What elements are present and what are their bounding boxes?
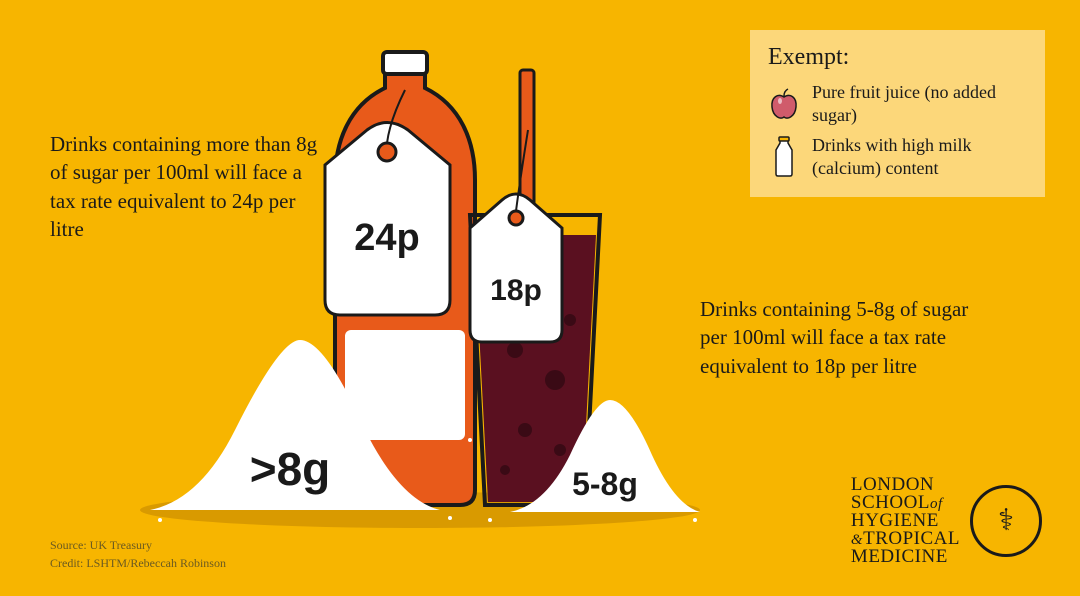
- exempt-label-milk: Drinks with high milk (calcium) content: [812, 134, 1027, 179]
- logo-seal-icon: ⚕: [970, 485, 1042, 557]
- exempt-panel: Exempt: Pure fruit juice (no added sugar…: [750, 30, 1045, 197]
- center-illustration: 24p 18p >8g 5-8g: [140, 30, 700, 540]
- pile-small-label: 5-8g: [572, 466, 638, 502]
- lshtm-logo: LONDON SCHOOLof HYGIENE &TROPICAL MEDICI…: [851, 476, 1042, 566]
- apple-icon: [768, 83, 800, 125]
- tag-24p-label: 24p: [354, 217, 419, 259]
- exempt-title: Exempt:: [768, 44, 1027, 71]
- right-caption: Drinks containing 5-8g of sugar per 100m…: [700, 295, 980, 380]
- pile-big-label: >8g: [250, 443, 331, 495]
- source-line: Source: UK Treasury: [50, 536, 226, 554]
- exempt-item-fruit-juice: Pure fruit juice (no added sugar): [768, 81, 1027, 126]
- milk-bottle-icon: [768, 136, 800, 178]
- infographic-canvas: Drinks containing more than 8g of sugar …: [0, 0, 1080, 596]
- logo-line5: MEDICINE: [851, 546, 948, 567]
- exempt-item-milk: Drinks with high milk (calcium) content: [768, 134, 1027, 179]
- logo-text: LONDON SCHOOLof HYGIENE &TROPICAL MEDICI…: [851, 476, 960, 566]
- tag-18p-label: 18p: [490, 274, 542, 307]
- source-credit: Source: UK Treasury Credit: LSHTM/Rebecc…: [50, 536, 226, 572]
- credit-line: Credit: LSHTM/Rebeccah Robinson: [50, 554, 226, 572]
- price-tag-18p: 18p: [470, 130, 562, 342]
- exempt-label-fruit-juice: Pure fruit juice (no added sugar): [812, 81, 1027, 126]
